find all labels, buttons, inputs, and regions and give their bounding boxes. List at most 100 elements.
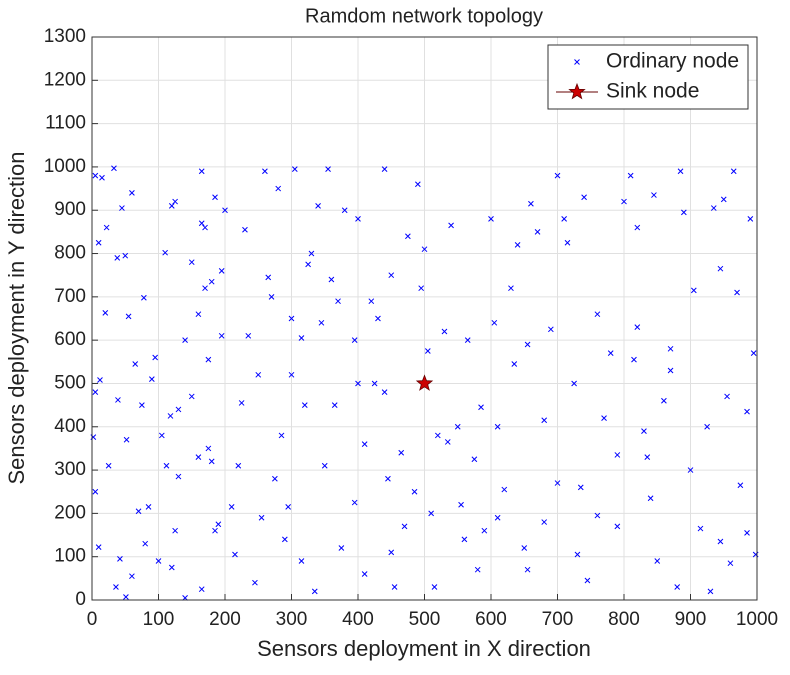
x-marker	[321, 462, 328, 469]
x-marker	[398, 449, 405, 456]
x-marker	[117, 556, 123, 562]
y-tick-label: 500	[54, 372, 86, 393]
x-marker	[331, 402, 338, 408]
x-marker	[391, 584, 398, 590]
x-marker	[172, 198, 178, 205]
x-marker	[99, 174, 105, 181]
axes-box	[91, 36, 758, 601]
x-marker	[571, 380, 577, 387]
x-marker	[111, 165, 117, 172]
x-marker	[361, 571, 368, 577]
x-marker	[634, 224, 641, 231]
x-marker	[424, 348, 431, 354]
x-marker	[325, 166, 331, 172]
x-marker	[341, 207, 348, 214]
x-marker	[252, 579, 258, 586]
y-tick-label: 1000	[44, 156, 86, 177]
x-marker	[734, 289, 740, 296]
x-marker	[697, 525, 704, 532]
x-marker	[750, 350, 757, 356]
x-marker	[704, 423, 710, 430]
x-marker	[381, 166, 388, 172]
y-tick-label: 800	[54, 243, 86, 264]
x-marker	[564, 239, 571, 246]
x-marker	[97, 377, 103, 383]
x-marker	[687, 467, 694, 473]
x-marker	[141, 294, 147, 301]
x-marker	[202, 224, 208, 231]
x-marker	[129, 190, 135, 196]
x-marker	[123, 594, 129, 600]
x-marker	[471, 456, 478, 463]
y-tick-label: 900	[54, 199, 86, 220]
x-marker	[641, 428, 647, 434]
x-marker	[95, 544, 102, 551]
x-marker	[148, 376, 155, 382]
x-marker	[115, 397, 121, 403]
x-marker	[308, 250, 315, 257]
x-marker	[647, 495, 654, 502]
x-marker	[607, 350, 614, 356]
x-marker	[198, 586, 205, 593]
x-marker	[235, 462, 242, 469]
x-marker	[414, 181, 421, 188]
x-marker	[163, 462, 170, 469]
y-tick-label: 1300	[44, 26, 86, 47]
x-marker	[710, 205, 717, 211]
x-marker	[238, 400, 245, 406]
x-marker	[511, 361, 518, 367]
x-marker	[123, 436, 130, 443]
x-marker	[501, 486, 508, 493]
x-marker	[188, 259, 195, 266]
x-marker	[285, 504, 292, 510]
x-marker	[368, 298, 375, 305]
x-marker	[114, 255, 121, 261]
x-marker	[351, 499, 358, 506]
x-marker	[152, 354, 159, 361]
x-marker	[690, 287, 697, 294]
x-marker	[707, 588, 714, 595]
x-marker	[268, 293, 275, 300]
x-marker	[388, 549, 395, 556]
x-marker	[524, 566, 531, 573]
x-marker	[222, 207, 228, 214]
x-marker	[198, 168, 205, 175]
x-marker	[444, 439, 451, 445]
x-marker	[727, 560, 734, 567]
x-marker	[195, 311, 202, 318]
x-marker	[205, 445, 212, 452]
x-marker	[458, 501, 464, 508]
x-marker	[448, 222, 454, 229]
x-marker	[481, 527, 488, 534]
x-marker	[208, 458, 215, 465]
x-marker	[577, 484, 584, 491]
y-axis-label: Sensors deployment in Y direction	[4, 151, 29, 484]
x-marker	[680, 209, 687, 216]
x-marker	[195, 454, 202, 460]
x-marker	[421, 246, 428, 253]
x-marker	[724, 393, 730, 400]
x-marker	[428, 510, 435, 517]
x-marker	[361, 441, 368, 447]
chart-title: Ramdom network topology	[305, 5, 543, 27]
x-marker	[621, 198, 627, 205]
x-marker	[278, 432, 285, 439]
x-marker	[547, 326, 554, 333]
x-tick-label: 400	[342, 609, 374, 630]
x-marker	[521, 545, 528, 551]
x-marker	[328, 276, 335, 283]
y-tick-label: 1200	[44, 69, 86, 90]
x-marker	[228, 504, 235, 510]
x-marker	[584, 577, 591, 584]
x-marker	[167, 413, 174, 419]
x-marker	[644, 454, 651, 460]
x-marker	[730, 168, 737, 175]
y-tick-label: 400	[54, 416, 86, 437]
x-marker	[182, 337, 188, 344]
x-marker	[305, 261, 311, 268]
x-marker	[371, 380, 378, 387]
x-marker	[508, 285, 514, 292]
x-marker	[245, 332, 252, 339]
x-marker	[198, 220, 205, 227]
x-marker	[298, 335, 305, 341]
